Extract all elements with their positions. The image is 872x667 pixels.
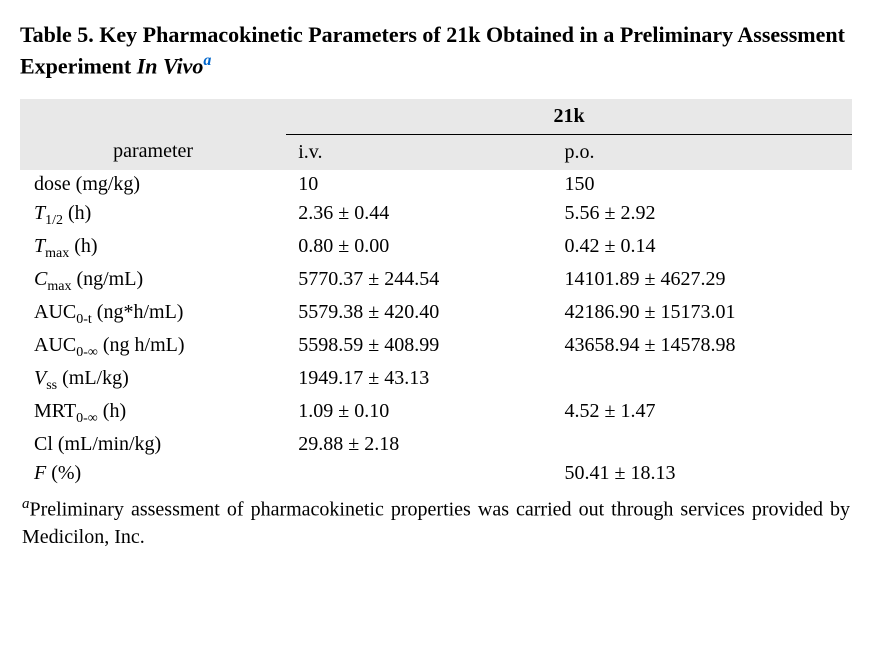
- cell-iv: 5770.37 ± 244.54: [286, 265, 552, 298]
- cell-iv: 29.88 ± 2.18: [286, 430, 552, 459]
- col-header-iv: i.v.: [286, 134, 552, 170]
- footnote-text: Preliminary assessment of pharmacokineti…: [22, 498, 850, 548]
- cell-po: 43658.94 ± 14578.98: [552, 331, 852, 364]
- param-prefix: AUC: [34, 334, 76, 356]
- param-suffix: (h): [69, 235, 97, 257]
- cell-po: 14101.89 ± 4627.29: [552, 265, 852, 298]
- table-row: MRT0-∞ (h)1.09 ± 0.104.52 ± 1.47: [20, 397, 852, 430]
- param-subscript: 0-t: [76, 312, 92, 327]
- param-prefix: AUC: [34, 301, 76, 323]
- cell-parameter: dose (mg/kg): [20, 170, 286, 199]
- cell-parameter: MRT0-∞ (h): [20, 397, 286, 430]
- table-row: Vss (mL/kg)1949.17 ± 43.13: [20, 364, 852, 397]
- cell-iv: 1949.17 ± 43.13: [286, 364, 552, 397]
- param-suffix: (ng h/mL): [98, 334, 185, 356]
- param-suffix: (mL/kg): [57, 367, 129, 389]
- cell-iv: [286, 459, 552, 488]
- header-row-compound: 21k: [20, 99, 852, 135]
- cell-iv: 2.36 ± 0.44: [286, 199, 552, 232]
- cell-po: 4.52 ± 1.47: [552, 397, 852, 430]
- param-subscript: max: [45, 246, 69, 261]
- cell-iv: 5598.59 ± 408.99: [286, 331, 552, 364]
- header-compound: 21k: [286, 99, 852, 135]
- table-row: AUC0-t (ng*h/mL)5579.38 ± 420.4042186.90…: [20, 298, 852, 331]
- cell-iv: 0.80 ± 0.00: [286, 232, 552, 265]
- table-row: AUC0-∞ (ng h/mL)5598.59 ± 408.9943658.94…: [20, 331, 852, 364]
- cell-parameter: Cl (mL/min/kg): [20, 430, 286, 459]
- table-row: Cl (mL/min/kg)29.88 ± 2.18: [20, 430, 852, 459]
- cell-po: [552, 430, 852, 459]
- param-prefix: T: [34, 202, 45, 224]
- cell-po: 150: [552, 170, 852, 199]
- cell-parameter: Tmax (h): [20, 232, 286, 265]
- param-suffix: (h): [98, 400, 126, 422]
- table-caption: Table 5. Key Pharmacokinetic Parameters …: [20, 20, 852, 81]
- col-header-po: p.o.: [552, 134, 852, 170]
- param-suffix: (h): [63, 202, 91, 224]
- table-body: dose (mg/kg)10150T1/2 (h)2.36 ± 0.445.56…: [20, 170, 852, 488]
- compound-label: 21k: [554, 105, 585, 127]
- footnote-marker: a: [22, 496, 30, 512]
- cell-parameter: AUC0-t (ng*h/mL): [20, 298, 286, 331]
- param-prefix: V: [34, 367, 46, 389]
- table-row: Cmax (ng/mL)5770.37 ± 244.5414101.89 ± 4…: [20, 265, 852, 298]
- cell-po: 5.56 ± 2.92: [552, 199, 852, 232]
- param-suffix: (ng/mL): [71, 268, 143, 290]
- param-prefix: T: [34, 235, 45, 257]
- caption-italic: In Vivo: [137, 53, 204, 78]
- cell-iv: 1.09 ± 0.10: [286, 397, 552, 430]
- table-row: T1/2 (h)2.36 ± 0.445.56 ± 2.92: [20, 199, 852, 232]
- cell-po: 0.42 ± 0.14: [552, 232, 852, 265]
- pk-table: 21k parameter i.v. p.o. dose (mg/kg)1015…: [20, 99, 852, 488]
- table-row: F (%) 50.41 ± 18.13: [20, 459, 852, 488]
- param-suffix: (%): [46, 462, 81, 484]
- param-subscript: 0-∞: [76, 411, 98, 426]
- cell-iv: 10: [286, 170, 552, 199]
- param-suffix: (ng*h/mL): [92, 301, 184, 323]
- cell-parameter: T1/2 (h): [20, 199, 286, 232]
- col-header-parameter: parameter: [20, 134, 286, 170]
- table-row: Tmax (h)0.80 ± 0.000.42 ± 0.14: [20, 232, 852, 265]
- param-prefix: C: [34, 268, 47, 290]
- cell-parameter: Cmax (ng/mL): [20, 265, 286, 298]
- header-blank: [20, 99, 286, 135]
- header-row-columns: parameter i.v. p.o.: [20, 134, 852, 170]
- caption-superscript: a: [203, 52, 211, 69]
- cell-iv: 5579.38 ± 420.40: [286, 298, 552, 331]
- cell-po: [552, 364, 852, 397]
- cell-po: 50.41 ± 18.13: [552, 459, 852, 488]
- cell-parameter: Vss (mL/kg): [20, 364, 286, 397]
- table-footnote: aPreliminary assessment of pharmacokinet…: [20, 494, 852, 552]
- cell-parameter: F (%): [20, 459, 286, 488]
- cell-parameter: AUC0-∞ (ng h/mL): [20, 331, 286, 364]
- param-prefix: F: [34, 462, 46, 484]
- param-subscript: ss: [46, 378, 57, 393]
- table-row: dose (mg/kg)10150: [20, 170, 852, 199]
- param-subscript: 1/2: [45, 213, 63, 228]
- param-subscript: 0-∞: [76, 345, 98, 360]
- param-subscript: max: [47, 279, 71, 294]
- param-prefix: MRT: [34, 400, 76, 422]
- cell-po: 42186.90 ± 15173.01: [552, 298, 852, 331]
